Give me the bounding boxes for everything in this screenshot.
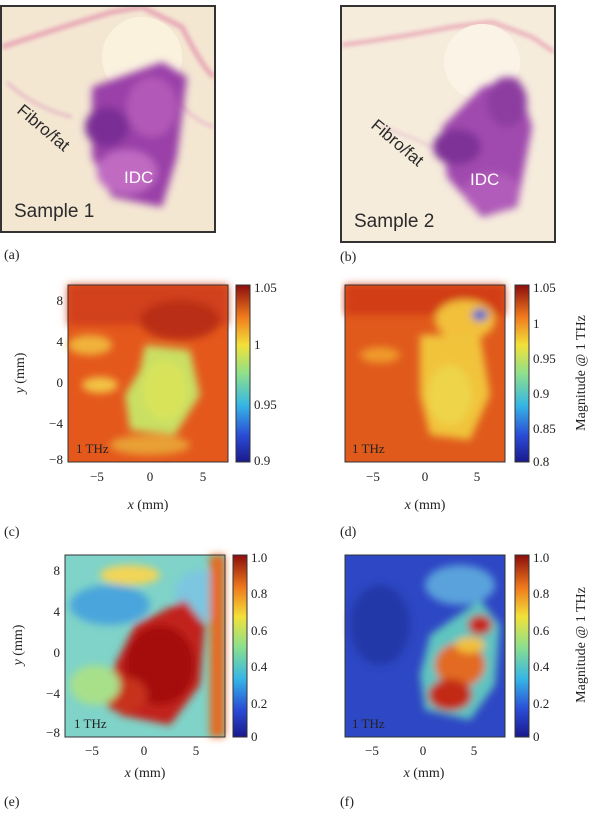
idc-label-a: IDC — [124, 168, 153, 187]
cbar-tick-f-2: 0.8 — [533, 586, 549, 601]
cbar-tick-e-5: 0.2 — [251, 696, 267, 711]
x-tick-e-2: 0 — [141, 743, 148, 758]
x-tick-c-3: 5 — [200, 469, 207, 484]
thz-map-c: 1 THz −5 0 5 8 4 0 −4 −8 x (mm) y (mm) 1… — [13, 280, 277, 513]
histology-photo-sample-2: Sample 2 Fibro/fat IDC — [340, 5, 556, 243]
x-axis-label-c: x (mm) — [127, 498, 169, 513]
x-tick-d-2: 0 — [422, 469, 429, 484]
sample-1-label: Sample 1 — [14, 201, 94, 222]
colorbar-ticks-c: 1.05 1 0.95 0.9 — [254, 280, 277, 468]
x-ticks-e: −5 0 5 — [85, 743, 199, 758]
y-tick-e-5: −8 — [46, 725, 60, 740]
y-tick-e-4: −4 — [46, 686, 60, 701]
thz-map-e: 1 THz −5 0 5 8 4 0 −4 −8 x (mm) y (mm) 1… — [11, 550, 268, 781]
cbar-tick-e-1: 1.0 — [251, 550, 267, 565]
y-axis-label-c: y (mm) — [13, 352, 28, 395]
heatmap-f — [344, 554, 506, 738]
cbar-tick-e-3: 0.6 — [251, 623, 268, 638]
y-tick-c-5: −8 — [49, 452, 63, 467]
y-ticks-e: 8 4 0 −4 −8 — [46, 563, 60, 740]
inset-label-f: 1 THz — [352, 716, 385, 731]
x-ticks-c: −5 0 5 — [90, 469, 206, 484]
inset-label-d: 1 THz — [352, 441, 385, 456]
y-tick-e-1: 8 — [54, 563, 61, 578]
x-tick-c-2: 0 — [147, 469, 154, 484]
colorbar-label-f: Magnitude @ 1 THz — [574, 587, 589, 703]
cbar-tick-f-5: 0.2 — [533, 696, 549, 711]
cbar-tick-d-1: 1.05 — [533, 280, 556, 295]
colorbar-ticks-f: 1.0 0.8 0.6 0.4 0.2 0 — [533, 550, 550, 744]
cbar-tick-f-6: 0 — [533, 729, 540, 744]
x-tick-f-1: −5 — [365, 743, 379, 758]
y-tick-e-3: 0 — [54, 645, 61, 660]
y-tick-c-1: 8 — [57, 293, 64, 308]
panel-letter-a: (a) — [4, 248, 20, 263]
cbar-tick-e-6: 0 — [251, 729, 258, 744]
cbar-tick-d-5: 0.85 — [533, 421, 556, 436]
colorbar-d — [514, 284, 530, 463]
cbar-tick-f-3: 0.6 — [533, 623, 550, 638]
cbar-tick-f-4: 0.4 — [533, 659, 550, 674]
panel-letter-d: (d) — [340, 525, 357, 540]
cbar-tick-c-1: 1.05 — [254, 280, 277, 295]
panel-letter-b: (b) — [340, 250, 357, 265]
colorbar-e — [232, 554, 248, 738]
colorbar-f — [514, 554, 530, 738]
cbar-tick-d-3: 0.95 — [533, 351, 556, 366]
panel-letter-e: (e) — [4, 795, 20, 810]
panel-letter-f: (f) — [340, 795, 354, 810]
idc-label-b: IDC — [470, 170, 499, 189]
inset-label-e: 1 THz — [74, 716, 107, 731]
x-tick-e-3: 5 — [193, 743, 200, 758]
y-ticks-c: 8 4 0 −4 −8 — [49, 293, 63, 467]
cbar-tick-d-2: 1 — [533, 316, 540, 331]
x-tick-d-1: −5 — [366, 469, 380, 484]
heatmap-c — [67, 284, 229, 463]
x-tick-f-2: 0 — [420, 743, 427, 758]
thz-map-d: 1 THz −5 0 5 x (mm) 1.05 1 0.95 0.9 0.85… — [344, 280, 589, 513]
x-tick-c-1: −5 — [90, 469, 104, 484]
heatmap-d — [344, 284, 506, 463]
inset-label-c: 1 THz — [76, 441, 109, 456]
heatmap-e — [64, 554, 226, 738]
colorbar-label-d: Magnitude @ 1 THz — [574, 315, 589, 431]
sample-2-label: Sample 2 — [354, 211, 434, 232]
y-tick-c-4: −4 — [49, 416, 63, 431]
panel-letter-c: (c) — [4, 525, 20, 540]
x-tick-e-1: −5 — [85, 743, 99, 758]
x-axis-label-d: x (mm) — [404, 498, 446, 513]
y-tick-c-2: 4 — [57, 334, 64, 349]
cbar-tick-e-4: 0.4 — [251, 659, 268, 674]
cbar-tick-f-1: 1.0 — [533, 550, 549, 565]
cbar-tick-d-4: 0.9 — [533, 386, 549, 401]
colorbar-c — [235, 284, 251, 463]
thz-map-f: 1 THz −5 0 5 x (mm) 1.0 0.8 0.6 0.4 0.2 … — [344, 550, 589, 781]
x-tick-f-3: 5 — [471, 743, 478, 758]
cbar-tick-c-2: 1 — [254, 337, 261, 352]
histology-photo-sample-1: Sample 1 Fibro/fat IDC — [0, 5, 216, 233]
cbar-tick-d-6: 0.8 — [533, 454, 549, 469]
x-ticks-d: −5 0 5 — [366, 469, 480, 484]
x-tick-d-3: 5 — [474, 469, 481, 484]
y-axis-label-e: y (mm) — [11, 624, 26, 667]
x-axis-label-e: x (mm) — [124, 766, 166, 781]
y-tick-c-3: 0 — [57, 375, 64, 390]
x-axis-label-f: x (mm) — [403, 766, 445, 781]
colorbar-ticks-e: 1.0 0.8 0.6 0.4 0.2 0 — [251, 550, 268, 744]
colorbar-ticks-d: 1.05 1 0.95 0.9 0.85 0.8 — [533, 280, 556, 469]
cbar-tick-c-4: 0.9 — [254, 453, 270, 468]
cbar-tick-e-2: 0.8 — [251, 586, 267, 601]
x-ticks-f: −5 0 5 — [365, 743, 477, 758]
y-tick-e-2: 4 — [54, 604, 61, 619]
cbar-tick-c-3: 0.95 — [254, 397, 277, 412]
